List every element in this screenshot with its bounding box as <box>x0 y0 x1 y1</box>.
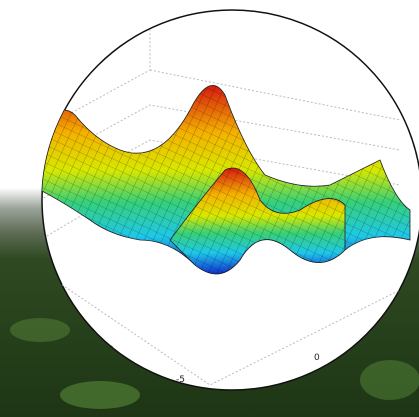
x2-tick-label: 0 <box>314 353 320 363</box>
surface-front-mesh <box>170 168 345 274</box>
field-leaves <box>10 318 419 409</box>
axes-box <box>42 10 401 386</box>
x1-tick-label: -5 <box>176 375 185 385</box>
